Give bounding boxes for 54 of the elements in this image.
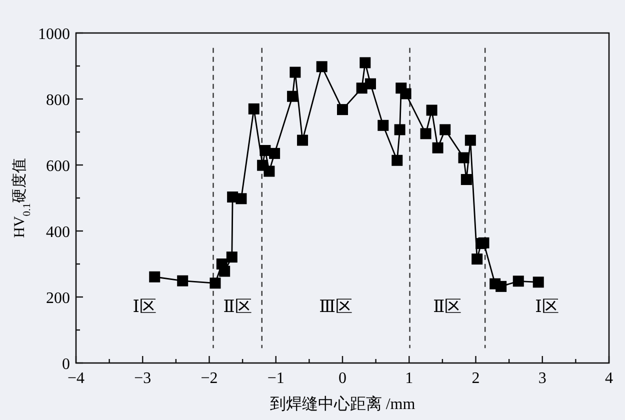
annotation: Ⅰ区	[535, 296, 559, 316]
point	[149, 271, 160, 282]
point	[287, 90, 298, 102]
annotation: Ⅱ区	[433, 296, 462, 316]
point	[264, 166, 275, 177]
point	[269, 148, 280, 159]
point	[440, 124, 451, 136]
point	[236, 193, 247, 204]
point	[364, 78, 376, 90]
x-tick-label: −2	[200, 370, 218, 387]
point	[426, 104, 438, 116]
point	[316, 61, 328, 72]
point	[420, 128, 432, 140]
point	[260, 144, 271, 156]
point	[297, 134, 308, 146]
x-tick-label: −1	[267, 370, 284, 387]
point	[248, 103, 260, 114]
y-tick-label: 200	[46, 290, 70, 307]
point	[400, 88, 412, 100]
point	[392, 154, 403, 166]
point	[532, 276, 544, 288]
y-tick-label: 0	[62, 356, 70, 373]
point	[219, 266, 230, 277]
point	[496, 280, 507, 292]
y-tick-label: 800	[46, 92, 70, 109]
y-tick-label: 400	[46, 224, 70, 241]
annotation: Ⅲ区	[319, 296, 353, 316]
x-tick-label: −3	[134, 370, 152, 387]
point	[210, 278, 221, 289]
annotation: Ⅱ区	[223, 296, 252, 316]
x-axis-title: 到焊缝中心距离 /mm	[270, 395, 416, 413]
point	[378, 120, 389, 131]
y-tick-label: 1000	[38, 26, 70, 43]
point	[394, 124, 406, 136]
point	[290, 66, 301, 78]
annotation: Ⅰ区	[132, 296, 156, 316]
point	[478, 237, 490, 248]
x-tick-label: 0	[338, 370, 346, 387]
x-tick-label: 4	[605, 370, 613, 387]
x-tick-label: 1	[405, 370, 414, 387]
point	[464, 134, 476, 146]
point	[337, 104, 348, 116]
point	[472, 254, 483, 265]
x-tick-label: 2	[472, 370, 480, 387]
point	[460, 174, 472, 186]
point	[458, 152, 470, 164]
point	[177, 275, 188, 286]
y-tick-label: 600	[46, 158, 70, 175]
point	[360, 57, 371, 68]
point	[226, 252, 238, 263]
x-tick-label: 3	[538, 370, 546, 387]
x-tick-label: −4	[67, 370, 85, 387]
point	[512, 276, 524, 287]
point	[432, 142, 444, 154]
